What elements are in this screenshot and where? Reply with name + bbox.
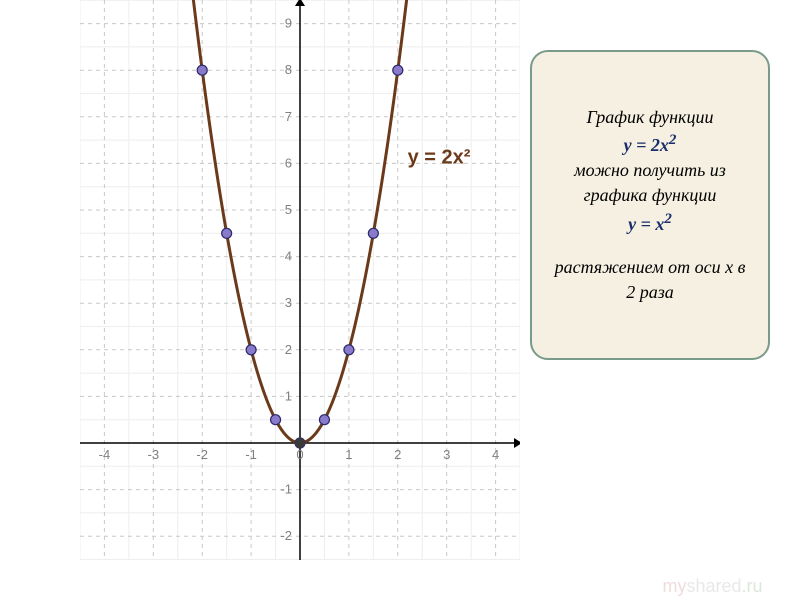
svg-text:0: 0 bbox=[296, 447, 303, 462]
svg-text:3: 3 bbox=[285, 295, 292, 310]
svg-text:6: 6 bbox=[285, 155, 292, 170]
svg-text:4: 4 bbox=[492, 447, 499, 462]
svg-text:-1: -1 bbox=[245, 447, 257, 462]
info-line-2: можно получить из графика функции bbox=[574, 160, 726, 205]
svg-text:2: 2 bbox=[394, 447, 401, 462]
svg-text:9: 9 bbox=[285, 16, 292, 31]
svg-text:-2: -2 bbox=[196, 447, 208, 462]
info-block-1: График функции у = 2х2 можно получить из… bbox=[548, 105, 752, 237]
svg-text:3: 3 bbox=[443, 447, 450, 462]
formula-1: у = 2х2 bbox=[624, 135, 677, 155]
info-box: График функции у = 2х2 можно получить из… bbox=[530, 50, 770, 360]
svg-text:y = 2x²: y = 2x² bbox=[408, 146, 471, 168]
svg-text:-4: -4 bbox=[99, 447, 111, 462]
svg-text:1: 1 bbox=[285, 388, 292, 403]
svg-text:2: 2 bbox=[285, 342, 292, 357]
info-line-1: График функции bbox=[587, 107, 714, 127]
svg-text:-1: -1 bbox=[280, 482, 292, 497]
watermark: myshared.ru bbox=[625, 572, 800, 600]
svg-text:1: 1 bbox=[345, 447, 352, 462]
svg-text:-2: -2 bbox=[280, 528, 292, 543]
formula-2: у = х2 bbox=[628, 214, 672, 234]
svg-text:8: 8 bbox=[285, 62, 292, 77]
info-block-2: растяжением от оси х в 2 раза bbox=[548, 255, 752, 305]
svg-text:-3: -3 bbox=[148, 447, 160, 462]
parabola-chart: -4 -3 -2 -1 0 1 2 3 4 -2 -1 1 2 3 4 5 6 7 8 9 y = 2x² bbox=[80, 0, 520, 560]
info-line-3: растяжением от оси х в 2 раза bbox=[555, 257, 746, 302]
svg-text:4: 4 bbox=[285, 249, 292, 264]
svg-text:5: 5 bbox=[285, 202, 292, 217]
svg-text:7: 7 bbox=[285, 109, 292, 124]
